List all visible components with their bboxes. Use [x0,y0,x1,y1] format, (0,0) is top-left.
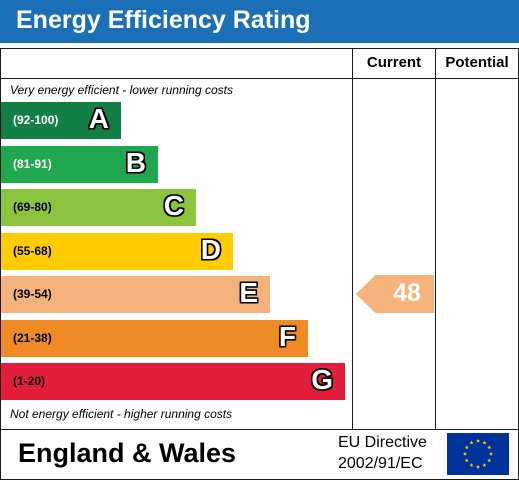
eu-star [482,463,487,468]
directive-line-2: 2002/91/EC [338,455,423,472]
band-range-label: (39-54) [13,287,52,301]
band-range-label: (21-38) [13,330,52,345]
eu-star [475,438,481,443]
current-rating-arrow: 48 [356,275,434,313]
eu-star [464,458,469,463]
band-letter-label: C [163,190,184,221]
footer-divider [0,429,519,430]
band-range-label: (81-91) [13,156,52,171]
band-range-label: (69-80) [13,200,52,214]
band-letter-label: E [239,277,258,308]
band-f: (21-38) F [1,319,308,357]
top-caption: Very energy efficient - lower running co… [10,83,233,97]
current-column-header: Current [366,54,422,71]
band-range-label: (1-20) [13,374,46,388]
eu-star [482,440,487,445]
band-letter-label: B [125,146,146,178]
eu-star [469,440,474,445]
column-header-divider [0,78,519,79]
current-column-divider [352,48,353,429]
region-label: England & Wales [18,438,237,468]
current-rating-value: 48 [393,279,421,307]
band-letter-label: D [200,233,221,265]
directive-line-1: EU Directive [338,434,427,451]
header-bar: Energy Efficiency Rating [0,0,519,43]
band-range-label: (92-100) [13,113,59,127]
page-title: Energy Efficiency Rating [16,6,311,34]
band-e: (39-54) E [1,276,270,313]
eu-star [475,464,481,469]
band-c: (69-80) C [1,189,196,226]
band-letter-label: A [88,103,109,134]
bottom-caption: Not energy efficient - higher running co… [10,407,233,421]
eu-star [464,445,469,450]
potential-column-divider [435,48,436,429]
potential-column-header: Potential [445,54,509,71]
eu-star [487,458,492,463]
eu-star [469,463,474,468]
band-d: (55-68) D [1,232,233,270]
eu-flag-icon [447,433,509,475]
band-a: (92-100) A [1,102,121,139]
band-letter-label: G [311,364,333,395]
eu-star [488,451,494,456]
band-b: (81-91) B [1,145,158,183]
band-range-label: (55-68) [13,243,52,258]
eu-star [487,445,492,450]
band-letter-label: F [278,320,296,352]
eu-star [462,451,468,456]
band-g: (1-20) G [1,363,345,400]
